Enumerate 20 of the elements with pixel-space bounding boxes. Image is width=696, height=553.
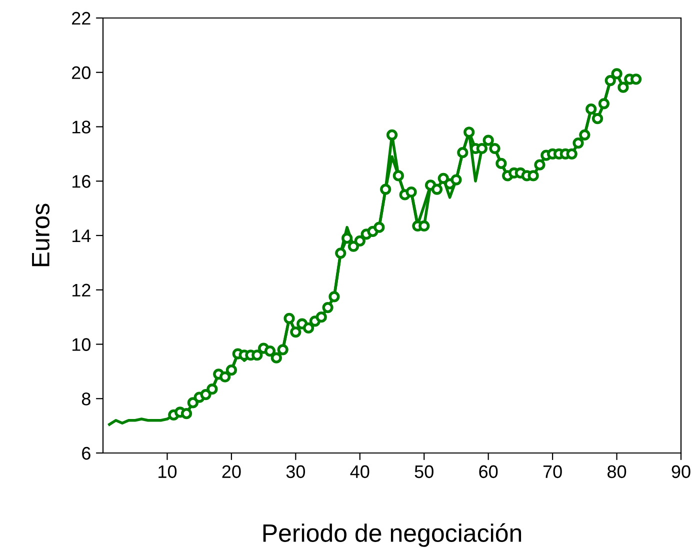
x-tick-label: 60 xyxy=(479,465,498,478)
y-tick-label: 16 xyxy=(72,175,90,188)
y-tick-label: 8 xyxy=(82,392,90,406)
y-tick-label: 20 xyxy=(72,66,90,80)
x-tick-label: 90 xyxy=(672,465,690,478)
x-tick-label: 40 xyxy=(350,465,370,478)
x-tick-label: 50 xyxy=(414,465,434,478)
x-tick-label: 30 xyxy=(286,465,306,478)
y-axis-title: Euros xyxy=(32,204,50,266)
x-tick-label: 20 xyxy=(222,465,241,478)
x-tick-label: 70 xyxy=(543,465,562,478)
x-tick-label: 10 xyxy=(158,465,177,478)
y-tick-label: 22 xyxy=(72,12,90,25)
y-tick-label: 6 xyxy=(82,446,90,460)
x-axis-title: Periodo de negociación xyxy=(263,523,522,547)
y-tick-label: 14 xyxy=(72,230,91,242)
y-tick-label: 18 xyxy=(72,120,90,134)
x-tick-label: 80 xyxy=(608,465,626,478)
y-tick-label: 10 xyxy=(72,338,90,351)
y-tick-label: 12 xyxy=(72,284,90,296)
